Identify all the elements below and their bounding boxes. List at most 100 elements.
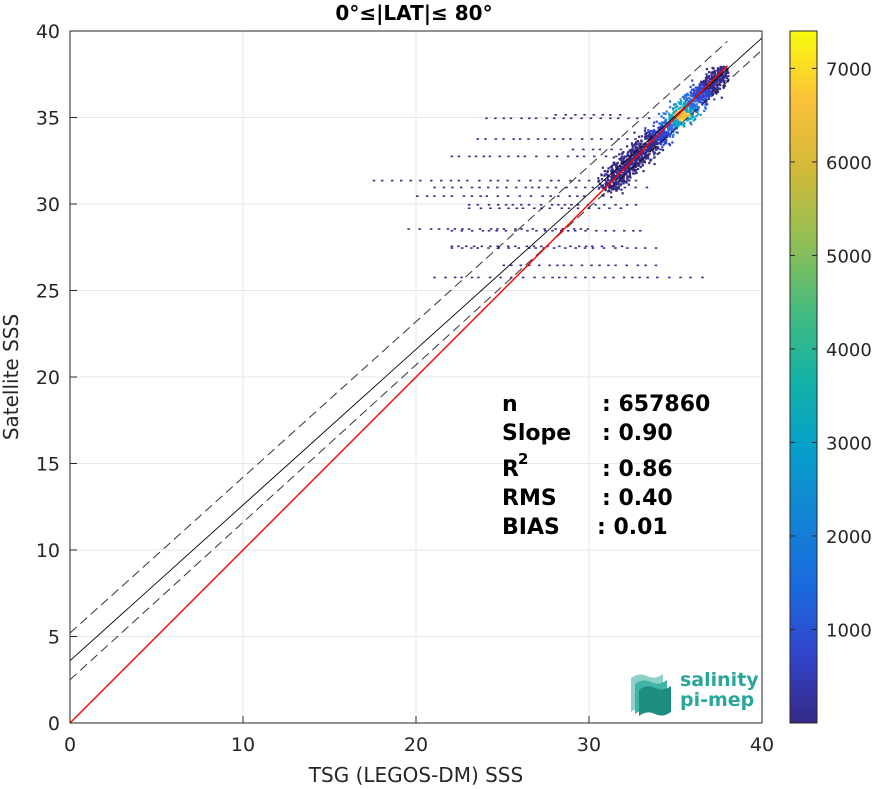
density-cell	[619, 174, 622, 177]
density-cell	[610, 177, 613, 180]
density-cell	[678, 114, 681, 117]
density-streak	[562, 117, 565, 120]
density-cell	[665, 132, 668, 135]
y-axis-label: Satellite SSS	[0, 314, 23, 440]
density-cell	[726, 71, 730, 75]
density-streak	[429, 228, 433, 230]
density-streak	[489, 245, 492, 248]
density-streak	[507, 207, 510, 210]
density-cell	[684, 95, 687, 99]
density-cell	[698, 90, 701, 93]
density-cell	[600, 174, 603, 177]
density-cell	[675, 121, 679, 124]
density-streak	[433, 276, 436, 279]
density-cell	[616, 172, 619, 175]
density-cell	[701, 87, 704, 90]
density-cell	[654, 130, 657, 133]
density-cell	[597, 187, 600, 190]
density-cell	[672, 114, 675, 117]
density-cell	[626, 162, 629, 166]
density-streak	[566, 155, 570, 158]
density-cell	[671, 108, 675, 111]
density-streak	[440, 179, 443, 182]
density-cell	[695, 114, 698, 118]
density-cell	[706, 103, 709, 106]
density-cell	[615, 162, 618, 166]
density-streak	[510, 264, 513, 267]
density-cell	[705, 80, 708, 84]
density-cell	[666, 135, 669, 138]
density-cell	[724, 75, 727, 78]
density-streak	[476, 247, 480, 249]
density-streak	[506, 245, 510, 248]
density-cell	[602, 194, 605, 197]
density-cell	[717, 82, 720, 86]
x-tick-label: 0	[64, 734, 76, 756]
density-cell	[719, 79, 723, 82]
density-cell	[682, 123, 686, 126]
density-cell	[666, 130, 670, 133]
density-streak	[518, 195, 522, 197]
density-cell	[683, 125, 686, 128]
density-cell	[627, 165, 631, 168]
density-streak	[567, 207, 571, 210]
density-streak	[628, 179, 631, 182]
density-cell	[698, 98, 701, 101]
density-cell	[694, 118, 697, 121]
density-streak	[600, 245, 604, 248]
density-cell	[604, 187, 607, 191]
density-streak	[470, 229, 474, 232]
density-cell	[693, 89, 696, 92]
density-cell	[609, 191, 613, 194]
density-cell	[707, 80, 711, 83]
density-cell	[666, 134, 669, 137]
density-streak	[446, 228, 450, 230]
stat-bias-value: : 0.01	[597, 515, 668, 540]
density-cell	[679, 98, 682, 101]
density-streak	[569, 179, 572, 182]
density-cell	[693, 100, 696, 103]
density-cell	[622, 175, 626, 178]
density-cell	[626, 170, 629, 174]
density-cell	[705, 91, 708, 95]
density-streak	[462, 195, 466, 197]
density-cell	[618, 153, 621, 156]
density-cell	[662, 134, 665, 137]
density-cell	[620, 157, 623, 160]
density-cell	[635, 153, 638, 156]
density-cell	[675, 127, 679, 130]
density-cell	[606, 170, 609, 173]
density-cell	[620, 188, 623, 191]
density-cell	[646, 140, 650, 143]
density-cell	[652, 140, 655, 143]
density-cell	[715, 92, 718, 95]
density-cell	[685, 111, 688, 114]
density-streak	[460, 276, 463, 279]
density-cell	[718, 68, 722, 71]
density-streak	[646, 276, 649, 279]
density-streak	[554, 228, 557, 230]
density-cell	[613, 170, 616, 173]
density-cell	[691, 79, 694, 82]
density-streak	[689, 276, 692, 279]
density-cell	[615, 181, 618, 184]
density-streak	[399, 179, 403, 182]
density-cell	[683, 108, 687, 111]
density-cell	[676, 105, 679, 108]
density-cell	[631, 172, 635, 175]
density-streak	[570, 264, 573, 267]
density-cell	[707, 92, 710, 95]
density-cell	[692, 83, 695, 87]
density-cell	[692, 96, 695, 99]
density-cell	[618, 173, 621, 176]
density-cell	[664, 140, 668, 144]
density-cell	[680, 106, 683, 109]
density-cell	[653, 143, 656, 147]
density-cell	[680, 112, 684, 115]
density-cell	[671, 124, 674, 127]
density-cell	[610, 166, 614, 169]
density-cell	[640, 151, 643, 154]
density-cell	[617, 176, 620, 179]
density-streak	[599, 138, 603, 140]
density-cell	[716, 67, 720, 70]
